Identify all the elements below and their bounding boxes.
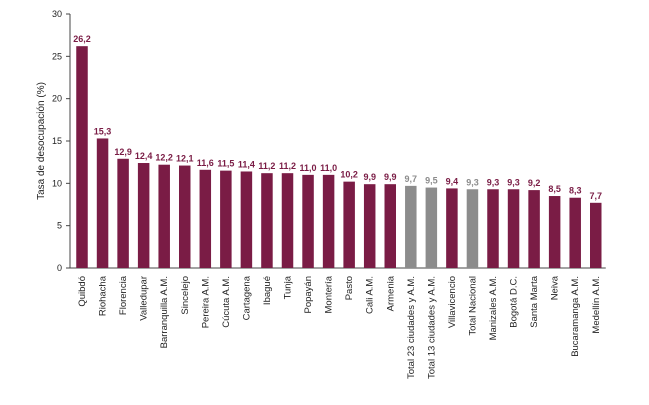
data-label: 7,7 [589, 191, 602, 201]
bar [322, 174, 335, 268]
category-label: Montería [324, 275, 335, 313]
data-label: 10,2 [340, 170, 358, 180]
bar [281, 173, 294, 268]
bar [507, 189, 520, 268]
category-label: Manizales A.M. [488, 276, 499, 340]
data-label: 9,3 [466, 177, 479, 187]
category-labels-group: Quibdó Riohacha Florencia Valledupar Barranq… [77, 275, 602, 379]
y-axis-title: Tasa de desocupación (%) [36, 82, 47, 200]
category-label: Bogotá D.C. [509, 276, 520, 328]
data-label: 26,2 [73, 34, 91, 44]
bar [425, 187, 438, 268]
category-label: Cúcuta A.M. [221, 276, 232, 328]
data-label: 11,2 [258, 161, 275, 171]
bar [569, 197, 581, 268]
bar [220, 170, 232, 268]
bar [528, 190, 540, 268]
bar [96, 138, 109, 268]
bar [343, 181, 355, 268]
category-label: Tunja [283, 275, 294, 299]
data-label: 9,3 [507, 177, 520, 187]
y-tick-label: 10 [52, 178, 62, 188]
data-label: 15,3 [94, 126, 112, 136]
category-label: Valledupar [139, 276, 150, 321]
category-label: Popayán [303, 276, 314, 314]
category-label: Ibagué [262, 276, 273, 305]
data-label: 9,2 [528, 178, 541, 188]
category-label: Cali A.M. [365, 276, 376, 314]
category-label: Riohacha [98, 275, 109, 316]
bar [466, 189, 479, 268]
data-label: 8,5 [548, 184, 561, 194]
data-label: 9,4 [446, 176, 459, 186]
y-tick-label: 0 [57, 263, 62, 273]
category-label: Florencia [118, 275, 129, 315]
data-label: 9,9 [384, 172, 397, 182]
y-tick-label: 30 [52, 9, 62, 19]
bar [76, 46, 88, 268]
category-label: Total 13 ciudades y A.M. [426, 276, 437, 379]
data-label: 9,3 [487, 177, 500, 187]
data-label: 11,4 [238, 159, 255, 169]
category-label: Medellín A.M. [591, 276, 602, 334]
data-label: 9,7 [405, 174, 418, 184]
data-label: 12,4 [135, 151, 153, 161]
bar [446, 188, 458, 268]
data-label: 11,6 [197, 158, 214, 168]
bar [405, 185, 417, 268]
y-tick-label: 20 [52, 94, 62, 104]
bar [363, 184, 376, 268]
bar [590, 202, 602, 268]
bar [302, 174, 314, 268]
bar [199, 169, 212, 268]
category-label: Sincelejo [180, 276, 191, 315]
value-labels-group: 26,215,312,9 12,4 12,2 12,1 11,6 11,5 11,4 11,2… [73, 34, 602, 201]
data-label: 12,2 [155, 153, 173, 163]
category-label: Villavicencio [447, 276, 458, 328]
data-label: 8,3 [569, 186, 582, 196]
y-tick-label: 25 [52, 51, 62, 61]
bar [158, 164, 170, 268]
bar [117, 158, 129, 268]
data-label: 11,2 [279, 161, 296, 171]
category-label: Quibdó [77, 276, 88, 307]
category-label: Cartagena [241, 275, 252, 320]
bars-group [76, 46, 602, 268]
bar [179, 165, 191, 268]
bar [137, 163, 150, 268]
category-label: Barranquilla A.M. [159, 276, 170, 348]
category-label: Pasto [344, 276, 355, 300]
y-tick-label: 15 [52, 136, 62, 146]
category-label: Bucaramanga A.M. [570, 276, 581, 357]
bar [487, 189, 499, 268]
bar [261, 173, 273, 268]
bar [384, 184, 396, 268]
category-label: Pereira A.M. [200, 276, 211, 328]
data-label: 9,5 [425, 176, 438, 186]
category-label: Total Nacional [467, 276, 478, 336]
category-label: Santa Marta [529, 275, 540, 327]
category-label: Neiva [550, 275, 561, 300]
category-label: Total 23 ciudades y A.M. [406, 276, 417, 379]
bar [240, 171, 253, 268]
data-label: 9,9 [363, 172, 376, 182]
y-tick-label: 5 [57, 221, 62, 231]
data-label: 11,0 [300, 163, 317, 173]
data-label: 12,9 [114, 147, 132, 157]
bar [548, 196, 561, 268]
data-label: 11,0 [320, 163, 337, 173]
data-label: 12,1 [176, 154, 194, 164]
category-label: Armenia [385, 275, 396, 311]
data-label: 11,5 [217, 159, 234, 169]
